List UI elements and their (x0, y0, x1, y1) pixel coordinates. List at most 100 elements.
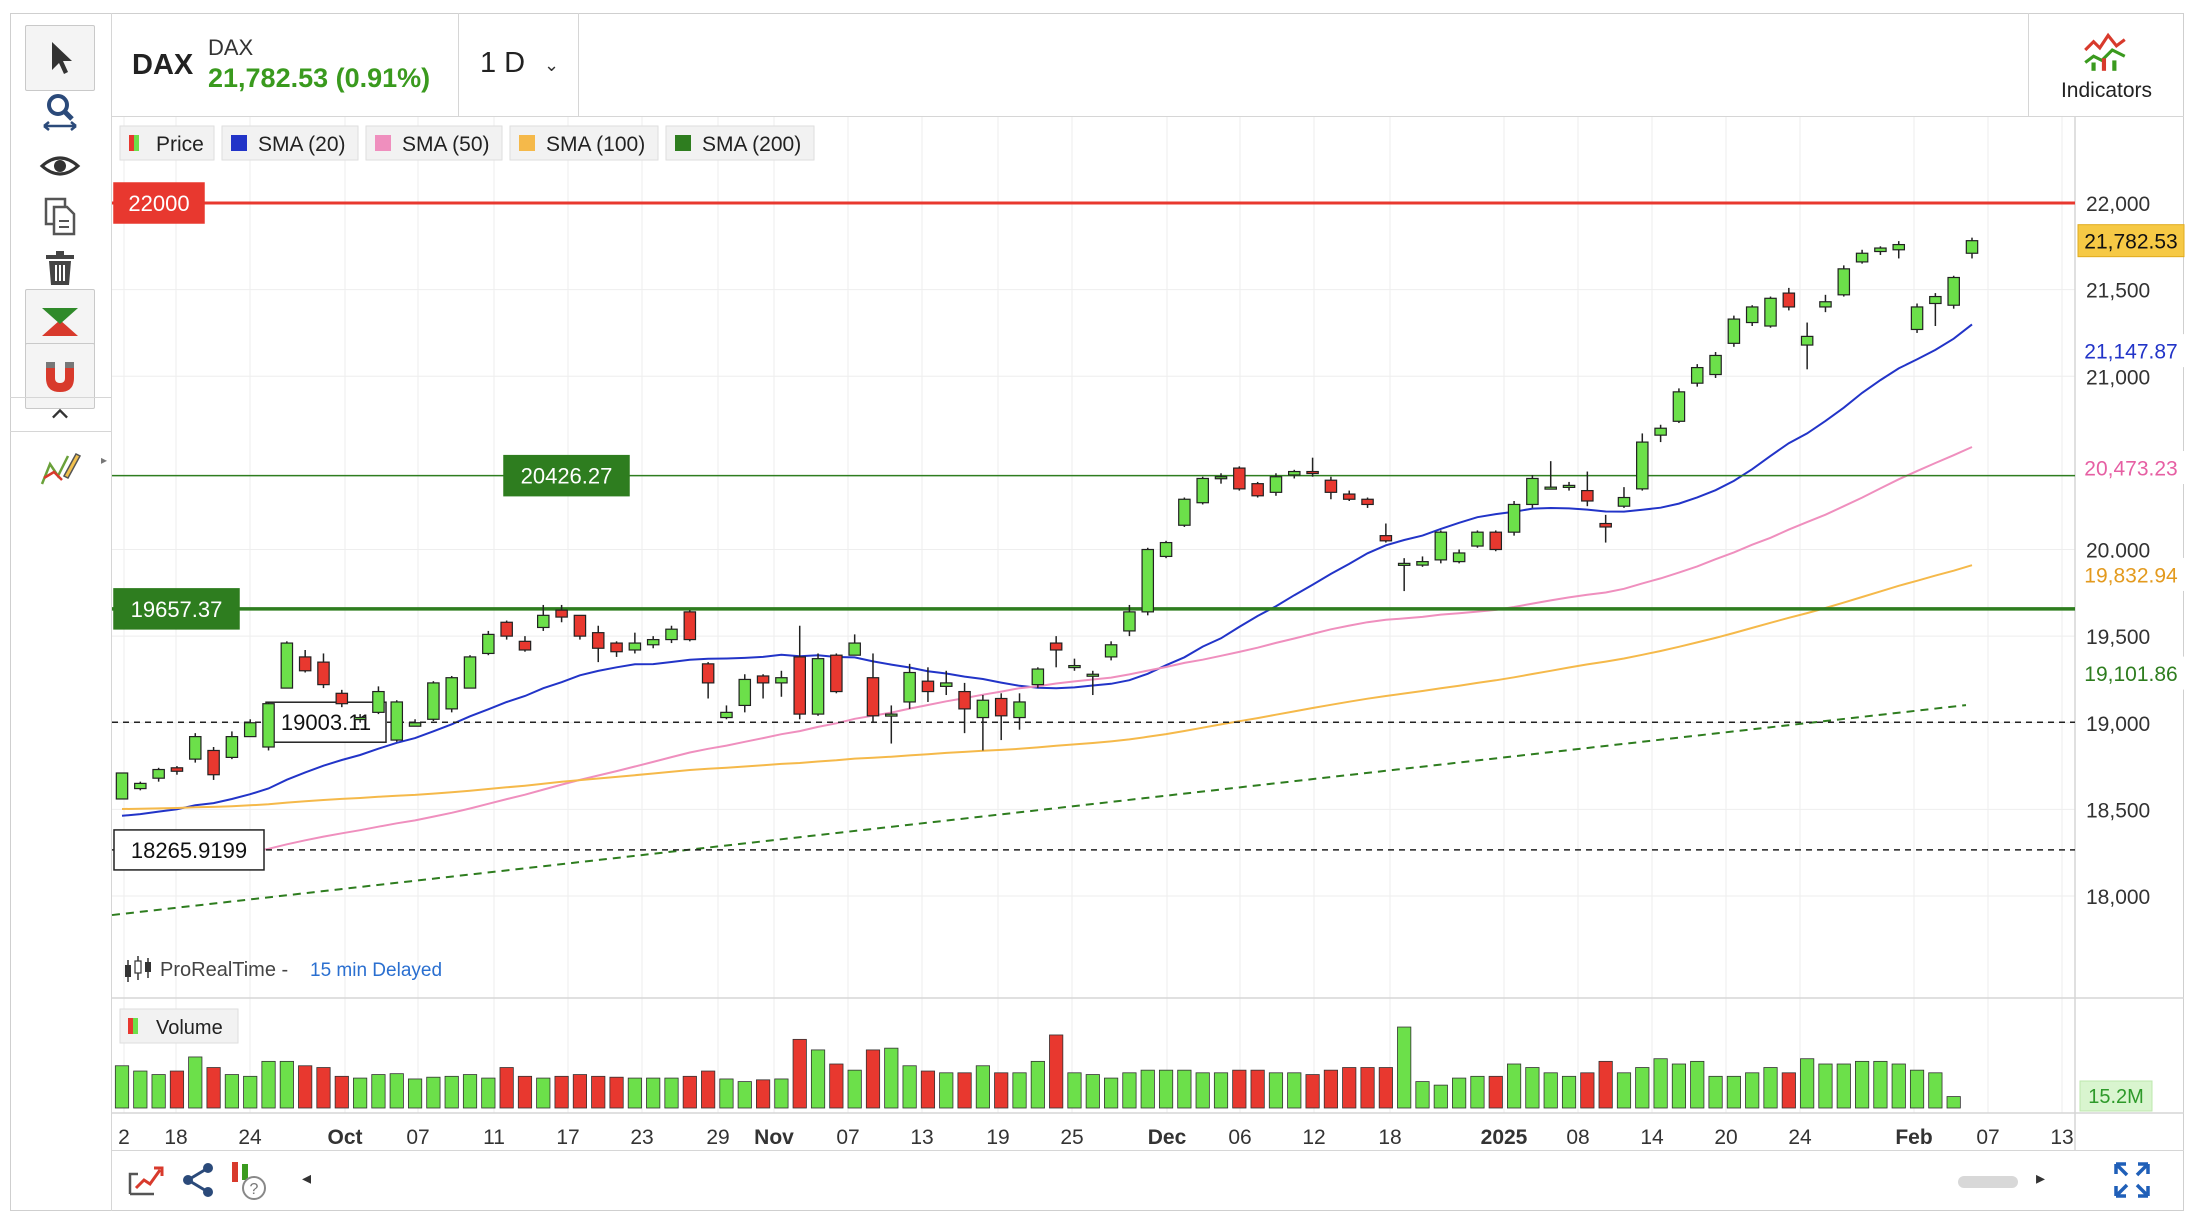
candle (921, 667, 935, 702)
level-label-box[interactable] (113, 182, 205, 224)
level-label-box[interactable] (503, 454, 630, 497)
legend-item[interactable]: SMA (200) (665, 125, 815, 161)
level-label: 19657.37 (131, 597, 223, 622)
volume-bar (1507, 1063, 1522, 1109)
candle (811, 653, 825, 716)
svg-text:?: ? (250, 1181, 259, 1198)
volume-bar (1030, 1060, 1045, 1109)
legend-item[interactable]: SMA (20) (221, 125, 359, 161)
volume-bar (792, 1038, 807, 1109)
export-icon[interactable] (124, 1158, 168, 1202)
x-tick-label: 12 (1302, 1126, 1325, 1149)
magnet-icon[interactable] (25, 343, 95, 409)
candle (1269, 473, 1283, 496)
candle (939, 670, 953, 696)
volume-bar (426, 1076, 441, 1109)
volume-bar (371, 1074, 386, 1109)
legend-label: SMA (20) (258, 133, 346, 156)
topbar-divider (578, 13, 579, 117)
cursor-icon[interactable] (25, 25, 95, 91)
candle (1086, 670, 1100, 696)
left-toolbar: ▸ (10, 13, 112, 1211)
level-label-box[interactable] (113, 829, 265, 871)
volume-bar (1360, 1067, 1375, 1109)
volume-bar (1397, 1026, 1412, 1109)
x-tick-label: Dec (1148, 1126, 1187, 1149)
candle (1965, 237, 1979, 259)
legend-item[interactable]: SMA (100) (509, 125, 659, 161)
eye-icon[interactable] (25, 133, 95, 199)
symbol-ticker[interactable]: DAX (132, 49, 194, 81)
attribution-delay[interactable]: 15 min Delayed (310, 960, 442, 981)
indicators-button[interactable]: Indicators (2028, 13, 2184, 117)
zoom-icon[interactable] (25, 79, 95, 145)
volume-bar (865, 1049, 881, 1109)
candle (646, 636, 660, 649)
help-icon[interactable]: ? (226, 1158, 270, 1202)
volume-bar (444, 1075, 459, 1109)
legend-item[interactable]: SMA (50) (365, 125, 503, 161)
candle (134, 781, 147, 791)
candle (1324, 476, 1338, 500)
candle (1471, 530, 1484, 548)
drawing-tools-icon[interactable] (25, 435, 95, 501)
level-label-box[interactable] (113, 588, 240, 630)
candle (1837, 265, 1851, 297)
interval-selector[interactable]: 1 D (480, 47, 526, 79)
candle (1507, 500, 1521, 536)
scroll-left-icon[interactable]: ◂ (302, 1168, 312, 1188)
scroll-right-icon[interactable]: ▸ (2036, 1168, 2046, 1188)
chevron-up-icon[interactable] (25, 399, 95, 429)
volume-bar (279, 1060, 294, 1109)
x-tick-label: 13 (910, 1126, 933, 1149)
volume-bar (1763, 1067, 1778, 1109)
volume-bar (1580, 1072, 1595, 1109)
volume-bar (756, 1079, 771, 1109)
copy-icon[interactable] (25, 183, 95, 249)
volume-bar (719, 1078, 734, 1109)
x-tick-label: 18 (164, 1126, 187, 1149)
x-tick-label: 11 (483, 1126, 505, 1149)
candle (353, 714, 367, 723)
candle (885, 705, 898, 744)
legend-item[interactable]: Price (119, 125, 215, 161)
legend-label: SMA (100) (546, 133, 645, 156)
expand-arrow-icon[interactable]: ▸ (101, 453, 108, 467)
candle (555, 604, 568, 623)
candle (1910, 303, 1924, 333)
volume-bar (206, 1067, 221, 1109)
x-tick-label: 14 (1640, 1126, 1664, 1149)
volume-bar (1525, 1067, 1540, 1109)
volume-bar (939, 1072, 954, 1109)
fullscreen-icon[interactable] (2110, 1158, 2154, 1202)
candle (720, 705, 733, 720)
volume-bar (572, 1074, 587, 1109)
candle (188, 733, 202, 763)
candle (1800, 322, 1814, 370)
volume-bar (407, 1078, 423, 1109)
candle (1526, 475, 1539, 508)
y-tick-label: 19,500 (2086, 626, 2150, 649)
candles-icon (125, 956, 151, 982)
candle (152, 767, 165, 782)
volume-bar (1140, 1069, 1155, 1109)
candle (1196, 476, 1209, 505)
candle (1049, 636, 1063, 668)
horizontal-scrollbar[interactable] (1958, 1176, 2018, 1188)
level-label-box[interactable] (265, 701, 387, 743)
x-tick-label: 29 (706, 1126, 729, 1149)
volume-bar (1177, 1069, 1192, 1109)
share-icon[interactable] (176, 1158, 220, 1202)
bottom-bar-divider (112, 1150, 2184, 1151)
volume-bar (810, 1049, 826, 1109)
x-tick-label: Nov (754, 1126, 794, 1149)
trash-icon[interactable] (25, 235, 95, 301)
chevron-down-icon[interactable]: ⌄ (544, 55, 560, 75)
volume-bar (1561, 1075, 1577, 1109)
candle (665, 625, 678, 644)
volume-legend[interactable]: Volume (119, 1008, 239, 1044)
x-tick-label: 25 (1060, 1126, 1083, 1149)
candle (1672, 388, 1686, 424)
volume-bar (829, 1063, 844, 1109)
